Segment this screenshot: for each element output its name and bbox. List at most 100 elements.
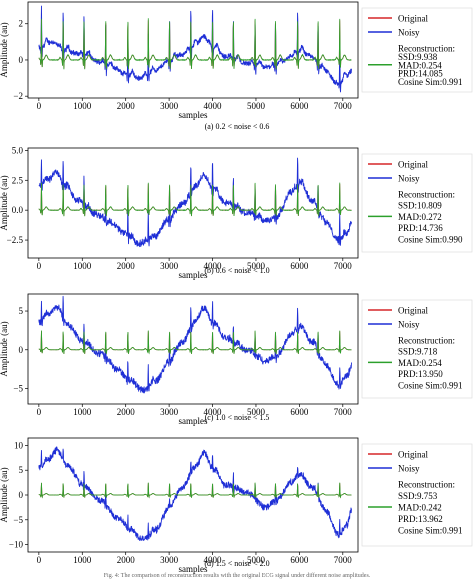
- x-tick-label: 2000: [117, 261, 136, 271]
- legend-metric: MAD:0.242: [398, 503, 442, 513]
- subcaption: (b) 0.6 < noise < 1.0: [204, 266, 269, 275]
- x-tick-label: 4000: [204, 407, 223, 417]
- x-tick-label: 6000: [290, 555, 309, 565]
- y-tick-label: −5: [13, 515, 23, 525]
- series-group: [38, 295, 352, 394]
- figure-caption: Fig. 4: The comparison of reconstruction…: [104, 572, 371, 579]
- y-axis-label: Amplitude (au): [0, 22, 9, 77]
- y-tick-label: 0.0: [12, 205, 24, 215]
- legend-reconstruction-label: Reconstruction:: [398, 190, 455, 200]
- x-tick-label: 7000: [334, 407, 353, 417]
- y-axis-label: Amplitude (au): [0, 321, 9, 376]
- legend-metric: PRD:14.085: [398, 69, 443, 79]
- x-tick-label: 7000: [334, 261, 353, 271]
- legend-noisy-label: Noisy: [398, 28, 420, 38]
- x-tick-label: 0: [37, 261, 42, 271]
- x-tick-label: 3000: [160, 261, 179, 271]
- x-axis-label: samples: [179, 110, 208, 120]
- legend-metric: SSD:9.938: [398, 52, 438, 62]
- series-group: [38, 446, 352, 541]
- series-noisy-line: [38, 446, 352, 541]
- x-tick-label: 5000: [247, 261, 266, 271]
- legend-original-label: Original: [398, 450, 428, 460]
- series-group: [38, 5, 352, 93]
- legend-noisy-label: Noisy: [398, 464, 420, 474]
- subcaption: (c) 1.0 < noise < 1.5: [205, 413, 270, 422]
- x-tick-label: 0: [37, 101, 42, 111]
- x-tick-label: 3000: [160, 555, 179, 565]
- x-tick-label: 0: [37, 555, 42, 565]
- legend-metric: PRD:13.962: [398, 514, 443, 524]
- x-tick-label: 1000: [73, 555, 92, 565]
- series-noisy-line: [38, 5, 352, 93]
- chart-panel-1: 0 1000 2000 3000 4000 5000 6000 7000 −2 0 2 samples…: [0, 1, 473, 131]
- legend: Original Noisy Reconstruction:SSD:10.809MA…: [361, 153, 473, 253]
- series-noisy-line: [38, 157, 352, 248]
- x-tick-label: 0: [37, 407, 42, 417]
- x-tick-label: 7000: [334, 101, 353, 111]
- legend-metric: SSD:10.809: [398, 201, 442, 211]
- legend-reconstruction-label: Reconstruction:: [398, 480, 455, 490]
- x-tick-label: 4000: [204, 261, 223, 271]
- chart-panel-3: 0 1000 2000 3000 4000 5000 6000 7000 −5 0 5 samples…: [0, 293, 473, 426]
- legend-reconstruction-label: Reconstruction:: [398, 44, 455, 54]
- y-axis-label: Amplitude (au): [0, 175, 9, 230]
- legend-metric: PRD:14.736: [398, 223, 443, 233]
- legend-box: [361, 443, 473, 547]
- x-tick-label: 5000: [247, 407, 266, 417]
- y-tick-label: 2.5: [12, 175, 24, 185]
- series-reconstruction-line: [38, 182, 352, 217]
- series-reconstruction-line: [38, 482, 352, 499]
- plot-frame: [27, 293, 359, 405]
- series-reconstruction-line: [38, 330, 352, 355]
- legend-noisy-label: Noisy: [398, 174, 420, 184]
- series-group: [38, 157, 352, 248]
- legend-original-label: Original: [398, 160, 428, 170]
- y-axis-label: Amplitude (au): [0, 467, 9, 522]
- x-tick-label: 3000: [160, 101, 179, 111]
- legend-metric: Cosine Sim:0.990: [398, 234, 463, 244]
- y-tick-label: 5: [19, 465, 24, 475]
- y-tick-label: −5: [13, 384, 23, 394]
- y-tick-label: 5.0: [12, 145, 24, 155]
- legend: Original Noisy Reconstruction:SSD:9.938MAD…: [361, 7, 473, 93]
- x-tick-label: 4000: [204, 101, 223, 111]
- legend-box: [361, 153, 473, 253]
- x-tick-label: 2000: [117, 407, 136, 417]
- x-tick-label: 7000: [334, 555, 353, 565]
- legend-metric: PRD:13.950: [398, 369, 443, 379]
- x-tick-label: 5000: [247, 555, 266, 565]
- legend-original-label: Original: [398, 306, 428, 316]
- x-tick-label: 1000: [73, 101, 92, 111]
- series-noisy-line: [38, 295, 352, 394]
- legend-metric: MAD:0.254: [398, 358, 442, 368]
- x-axis-label: samples: [179, 564, 208, 574]
- x-tick-label: 6000: [290, 407, 309, 417]
- x-tick-label: 3000: [160, 407, 179, 417]
- legend: Original Noisy Reconstruction:SSD:9.718MAD…: [361, 299, 473, 399]
- y-tick-label: 10: [14, 440, 24, 450]
- y-tick-label: 0: [19, 490, 24, 500]
- legend-metric: SSD:9.753: [398, 491, 438, 501]
- x-axis-label: samples: [179, 270, 208, 280]
- legend-original-label: Original: [398, 14, 428, 24]
- x-tick-label: 6000: [290, 261, 309, 271]
- y-tick-label: 0: [19, 345, 24, 355]
- chart-panel-2: 0 1000 2000 3000 4000 5000 6000 7000 −2.5 0.0 2.5 5…: [0, 145, 473, 280]
- x-tick-label: 2000: [117, 101, 136, 111]
- x-tick-label: 1000: [73, 261, 92, 271]
- series-original-line: [38, 20, 352, 69]
- x-tick-label: 4000: [204, 555, 223, 565]
- legend-metric: Cosine Sim:0.991: [398, 526, 463, 536]
- legend: Original Noisy Reconstruction:SSD:9.753 MAD…: [361, 443, 473, 547]
- x-tick-label: 5000: [247, 101, 266, 111]
- y-tick-label: −2: [13, 91, 23, 101]
- legend-metric: Cosine Sim:0.991: [398, 380, 463, 390]
- subcaption: (a) 0.2 < noise < 0.6: [205, 122, 270, 131]
- y-tick-label: 0: [19, 55, 24, 65]
- legend-metric: MAD:0.254: [398, 60, 442, 70]
- series-reconstruction-line: [38, 18, 352, 70]
- y-tick-label: −2.5: [7, 235, 24, 245]
- y-tick-label: 5: [19, 306, 24, 316]
